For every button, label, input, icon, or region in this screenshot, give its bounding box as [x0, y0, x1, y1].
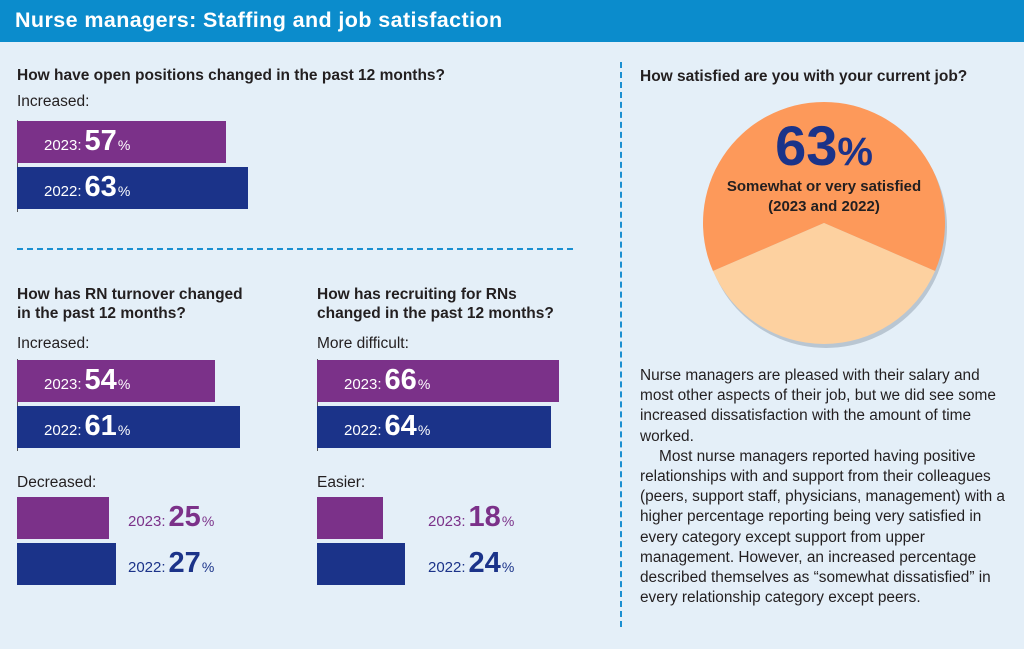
- value-label: 61: [84, 410, 117, 442]
- turnover-question: How has RN turnover changed in the past 1…: [17, 285, 243, 323]
- open-positions-question: How have open positions changed in the p…: [17, 67, 446, 84]
- satisfaction-value: 63%: [704, 116, 944, 182]
- summary-paragraph-2: Most nurse managers reported having posi…: [640, 447, 1005, 607]
- turnover_increased-bar-2023: [17, 360, 215, 402]
- pie-slice-satisfied: [703, 101, 945, 272]
- percent-sign: %: [117, 376, 131, 392]
- percent-sign: %: [201, 513, 215, 529]
- header-banner: [0, 0, 1024, 42]
- turnover-question-line2: in the past 12 months?: [17, 305, 186, 322]
- open_increased-axis: [17, 120, 18, 212]
- recruiting-question: How has recruiting for RNs changed in the…: [317, 285, 554, 323]
- turnover-decreased-label: Decreased:: [17, 474, 97, 491]
- value-label: 25: [168, 501, 201, 533]
- recruiting_easier-data-label-0: 2023: 18%: [428, 501, 514, 534]
- year-label: 2023:: [344, 376, 382, 393]
- year-label: 2022:: [344, 422, 382, 439]
- percent-sign: %: [117, 183, 131, 199]
- turnover-question-line1: How has RN turnover changed: [17, 286, 243, 303]
- turnover_increased-data-label-0: 2023: 54%: [44, 364, 130, 397]
- value-label: 54: [84, 364, 117, 396]
- value-label: 57: [84, 125, 117, 157]
- turnover_decreased-data-label-0: 2023: 25%: [128, 501, 214, 534]
- value-label: 18: [468, 501, 501, 533]
- turnover_decreased-bar-2023: [17, 497, 109, 539]
- year-label: 2022:: [44, 183, 82, 200]
- recruiting_harder-axis: [317, 359, 318, 451]
- recruiting-question-line2: changed in the past 12 months?: [317, 305, 554, 322]
- percent-sign: %: [417, 376, 431, 392]
- value-label: 27: [168, 547, 201, 579]
- percent-sign: %: [117, 137, 131, 153]
- recruiting_easier-bar-2023: [317, 497, 383, 539]
- satisfaction-pie: [703, 101, 947, 348]
- percent-sign: %: [201, 559, 215, 575]
- satisfaction-caption-line2: (2023 and 2022): [768, 198, 880, 215]
- value-label: 66: [384, 364, 417, 396]
- turnover_increased-bar-2022: [17, 406, 241, 448]
- value-label: 63: [84, 171, 117, 203]
- year-label: 2022:: [428, 559, 466, 576]
- percent-sign: %: [501, 559, 515, 575]
- satisfaction-question: How satisfied are you with your current …: [640, 68, 968, 85]
- recruiting-question-line1: How has recruiting for RNs: [317, 286, 517, 303]
- year-label: 2023:: [44, 137, 82, 154]
- turnover_decreased-data-label-1: 2022: 27%: [128, 547, 214, 580]
- recruiting_easier-bar-2022: [317, 543, 405, 585]
- year-label: 2023:: [128, 513, 166, 530]
- open_increased-data-label-0: 2023: 57%: [44, 125, 130, 158]
- year-label: 2023:: [428, 513, 466, 530]
- turnover_increased-axis: [17, 359, 18, 451]
- recruiting_harder-bar-2023: [317, 360, 559, 402]
- recruiting-harder-label: More difficult:: [317, 335, 409, 352]
- satisfaction-pct: %: [837, 130, 873, 174]
- satisfaction-caption: Somewhat or very satisfied (2023 and 2022…: [704, 177, 944, 217]
- recruiting-easier-label: Easier:: [317, 474, 366, 491]
- page-title: Nurse managers: Staffing and job satisfa…: [15, 8, 503, 32]
- recruiting_easier-data-label-1: 2022: 24%: [428, 547, 514, 580]
- recruiting_harder-data-label-1: 2022: 64%: [344, 410, 430, 443]
- percent-sign: %: [501, 513, 515, 529]
- turnover_increased-data-label-1: 2022: 61%: [44, 410, 130, 443]
- turnover-increased-label: Increased:: [17, 335, 90, 352]
- year-label: 2023:: [44, 376, 82, 393]
- pie-slice-other: [712, 223, 936, 344]
- year-label: 2022:: [128, 559, 166, 576]
- vertical-divider: [620, 62, 622, 627]
- recruiting_harder-bar-2022: [317, 406, 552, 448]
- open_increased-data-label-1: 2022: 63%: [44, 171, 130, 204]
- percent-sign: %: [117, 422, 131, 438]
- year-label: 2022:: [44, 422, 82, 439]
- percent-sign: %: [417, 422, 431, 438]
- recruiting_harder-data-label-0: 2023: 66%: [344, 364, 430, 397]
- turnover_decreased-bar-2022: [17, 543, 116, 585]
- open_increased-bar-2022: [17, 167, 248, 209]
- summary-paragraph-1: Nurse managers are pleased with their sa…: [640, 367, 996, 445]
- open-positions-increased-label: Increased:: [17, 93, 90, 110]
- summary-text: Nurse managers are pleased with their sa…: [640, 366, 1015, 608]
- satisfaction-caption-line1: Somewhat or very satisfied: [726, 178, 922, 195]
- satisfaction-number: 63: [775, 114, 838, 177]
- value-label: 64: [384, 410, 417, 442]
- value-label: 24: [468, 547, 501, 579]
- horizontal-divider: [17, 248, 573, 250]
- open_increased-bar-2023: [17, 121, 226, 163]
